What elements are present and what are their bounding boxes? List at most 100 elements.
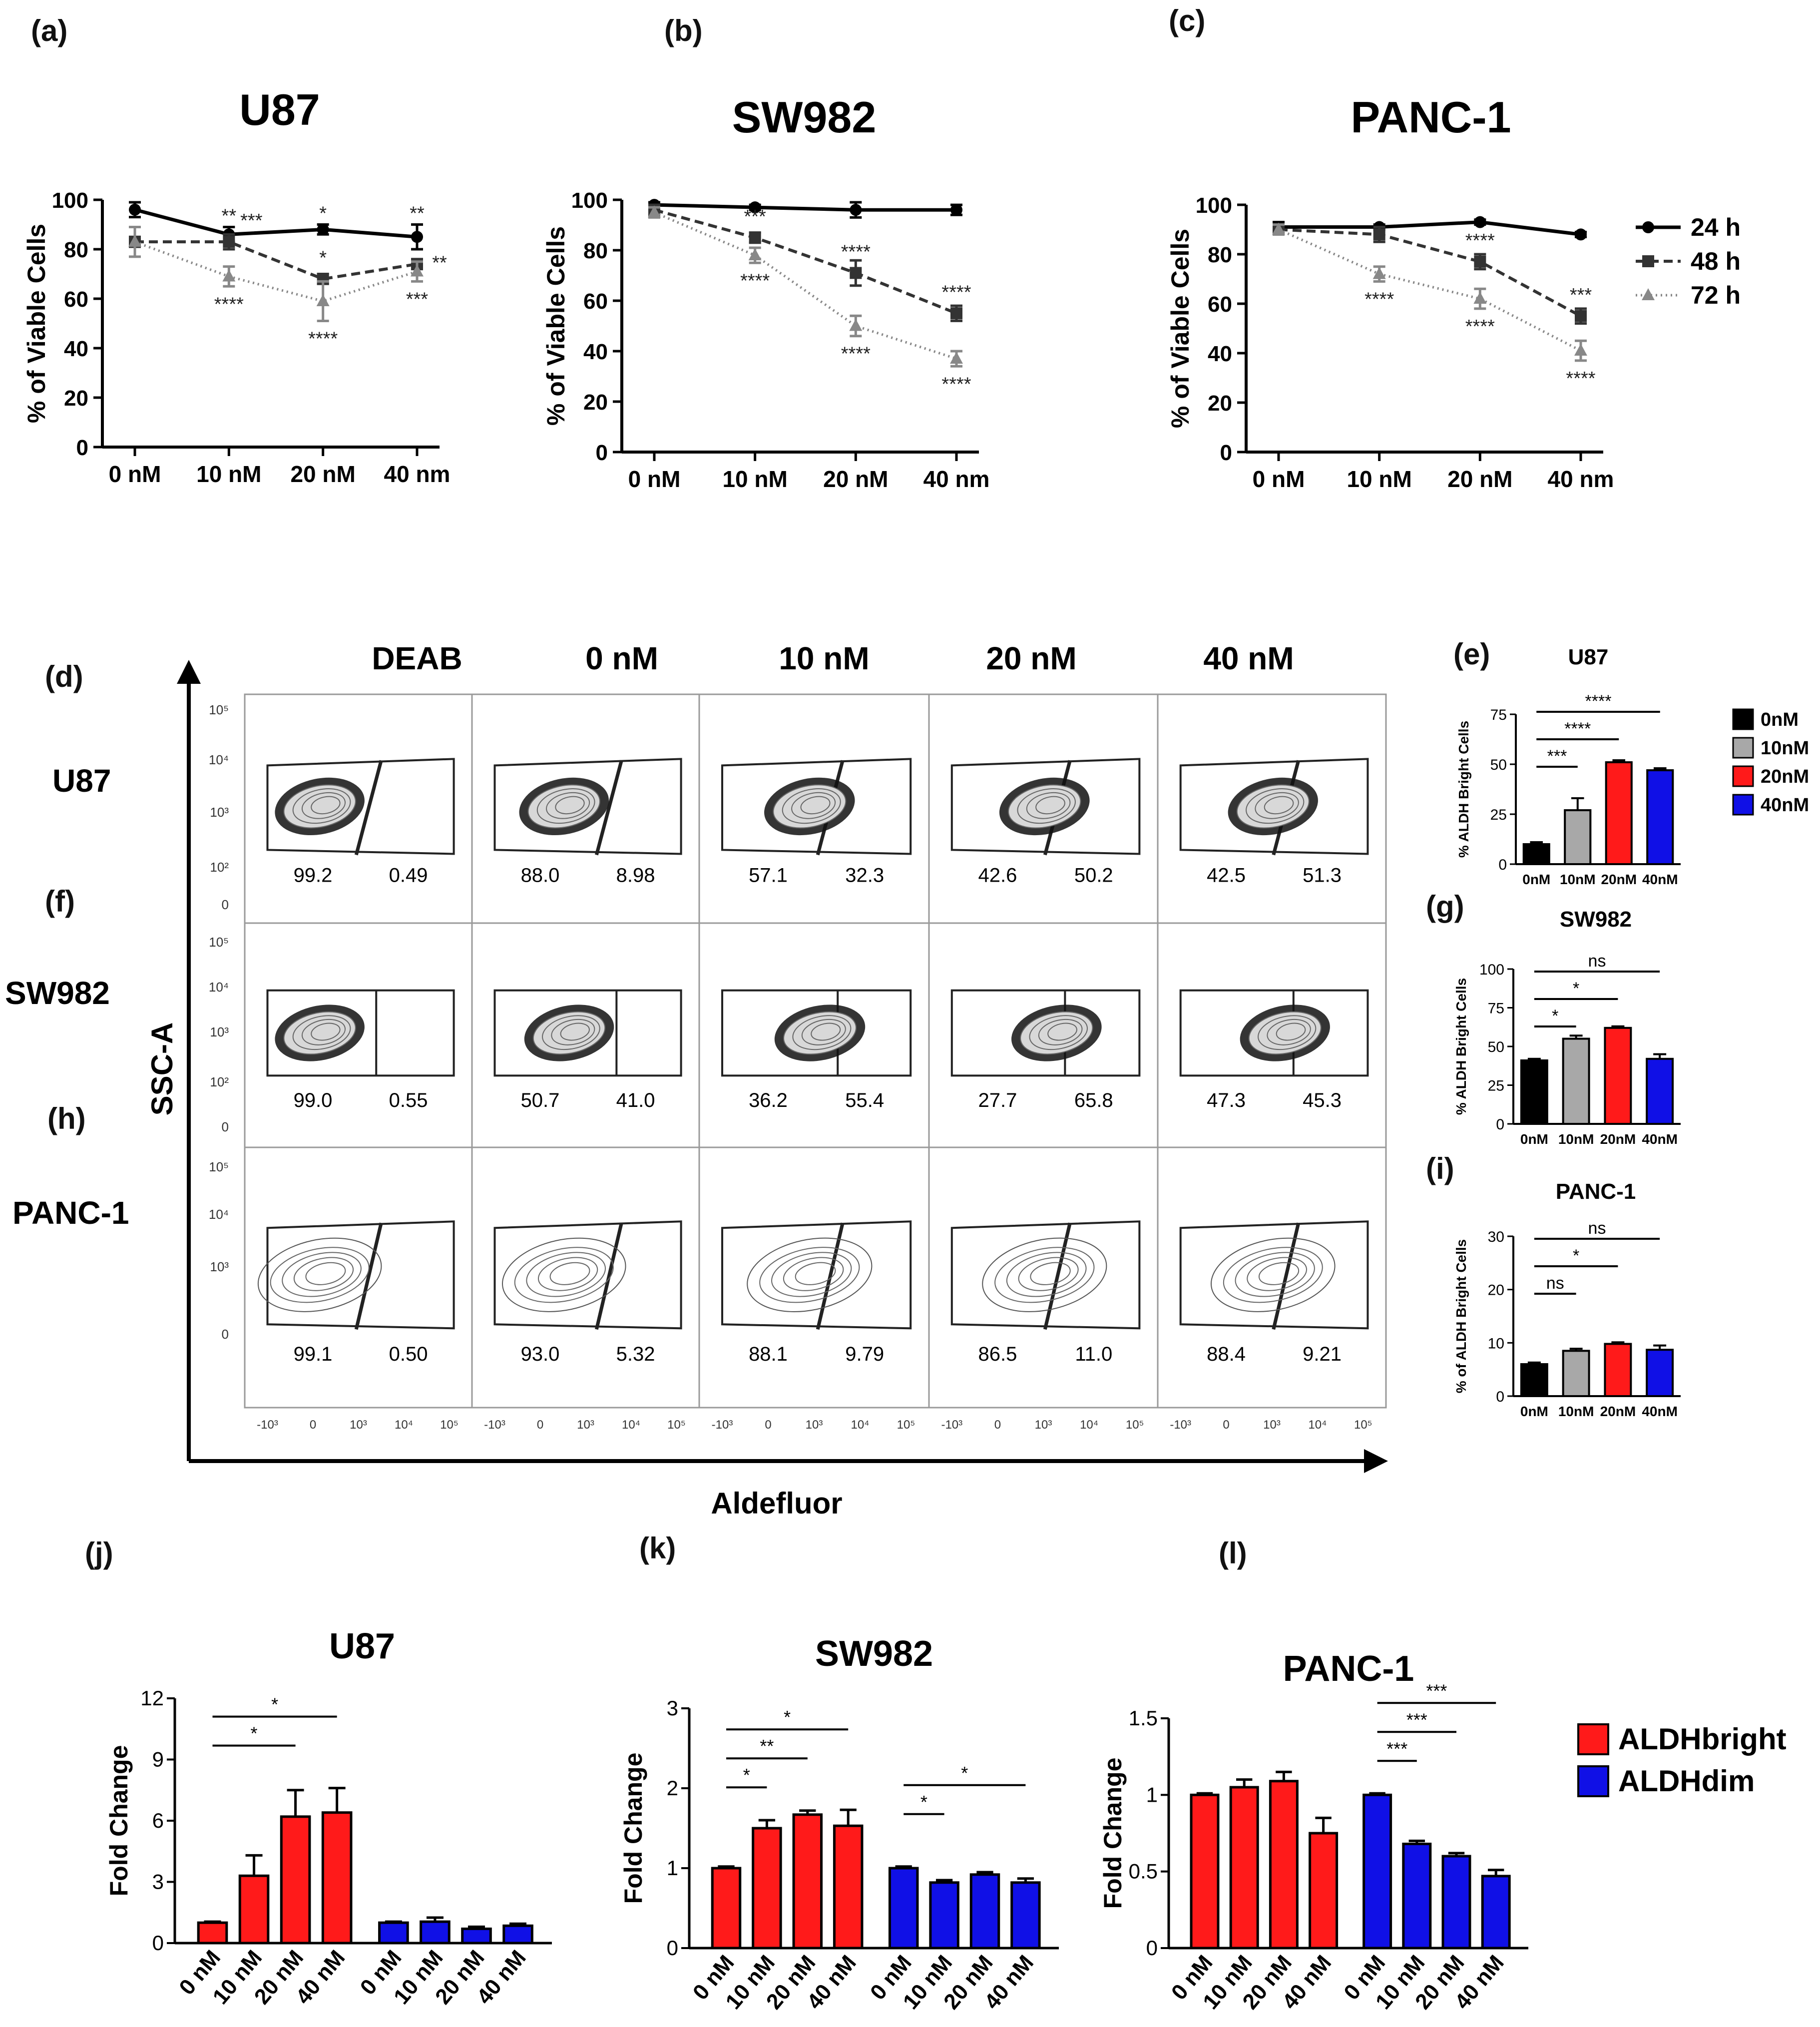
significance-label: *** [1426,1680,1447,1701]
y-tick-label: 3 [667,1696,678,1720]
y-axis-label: % of Viable Cells [1166,229,1194,428]
flow-column-header: DEAB [372,640,462,676]
data-point [1575,228,1587,241]
significance-label: ** [760,1736,774,1756]
density-contour [1006,1252,1087,1297]
y-tick-label: 60 [64,287,88,312]
flow-plot-cell: 36.2 55.4 [698,922,930,1148]
significance-label: * [319,203,327,224]
x-tick-label: 10 nM [722,466,787,492]
legend-item: 40nM [1732,794,1809,816]
chart-title: U87 [1568,645,1609,669]
bar-ALDHdim [1402,1842,1432,1950]
flow-density-plot [524,1005,614,1061]
density-contour [311,1022,341,1041]
gate-box [493,1220,682,1330]
bar-ALDHbright [321,1811,353,1945]
bar [1604,1026,1632,1125]
flow-x-tick: 10⁵ [1354,1418,1372,1432]
data-point [950,204,962,216]
flow-plot-cell: 57.1 32.3 [698,693,930,924]
legend-item-48-h: 48 h [1636,247,1741,275]
significance-label: **** [941,374,971,395]
significance-label: *** [1386,1738,1407,1759]
series-line [1278,228,1582,318]
y-axis-label: Fold Change [619,1753,647,1904]
y-tick-label: 1.5 [1129,1706,1158,1730]
y-tick-label: 20 [1208,391,1232,416]
flow-x-tick: 10³ [350,1418,367,1432]
panel-label-b: (b) [664,14,703,47]
significance-label: * [1573,1246,1579,1265]
line-chart-legend: 24 h 48 h 72 h [1636,213,1741,309]
bar-ALDHdim [378,1921,409,1945]
x-tick-label: 0nM [1520,1404,1548,1419]
panel-label-i: (i) [1426,1152,1454,1185]
x-tick-label: 10nM [1558,1131,1594,1147]
y-tick-label: 0 [76,436,88,460]
gate-split [354,760,383,856]
bar-ALDHbright [752,1827,782,1950]
x-tick-label: 20nM [1600,1131,1636,1147]
y-tick-label: 30 [1488,1229,1504,1245]
chart-title: U87 [239,85,320,134]
legend-swatch-marker [1642,288,1655,300]
gate-box [266,758,455,855]
gate-percent-right: 0.49 [389,865,428,887]
flow-x-tick: 0 [1223,1418,1229,1432]
bar-ALDHdim [1363,1793,1392,1950]
panel-label-f: (f) [45,885,75,918]
data-point [1574,344,1587,356]
legend-label: 40nM [1761,795,1809,816]
chart-title: PANC-1 [1556,1179,1636,1204]
x-tick-label: 20nM [1601,872,1637,887]
flow-density-plot [774,1005,866,1061]
density-contour [1047,1022,1077,1041]
data-point [950,352,963,364]
x-tick-label: 20 nM [290,461,355,487]
flow-x-tick: 10⁵ [1126,1418,1144,1432]
data-point [1473,292,1487,304]
x-tick-label: 40 nm [1548,466,1614,492]
flow-x-tick: 10⁴ [395,1418,413,1432]
y-tick-label: 0.5 [1129,1860,1158,1883]
bar [1520,1059,1548,1125]
gate-percent-right: 8.98 [616,865,655,887]
line-chart-sw982-viability: SW982 0 20 40 60 80 100 0 nM 10 nM 20 nM 40 nm % of… [542,92,989,492]
flow-x-tick: 10⁴ [1308,1418,1327,1432]
flow-x-tick: 10⁵ [440,1418,458,1432]
bar-ALDHbright [792,1813,823,1950]
flow-plot-cell: 42.5 51.3 [1157,693,1387,924]
y-tick-label: 50 [1488,1039,1504,1055]
density-contour [1258,1262,1300,1285]
y-tick-label: 12 [140,1686,164,1710]
bar-chart-panc1-aldh-bright: PANC-1 0 10 20 30 % of ALDH Bright Cells 0nM 10… [1453,1179,1681,1419]
x-tick-label: 10nM [1560,872,1596,887]
flow-plot-cell: 88.4 9.21 -10³ 0 10³ 10⁴ 10⁵ [1157,1146,1387,1432]
data-point [749,201,761,214]
bar [1646,1057,1674,1125]
series-line [134,240,418,303]
density-contour [1264,796,1294,815]
gate-box [266,1220,455,1330]
flow-plot-cell: 99.0 0.55 [244,922,473,1148]
gate-percent-left: 50.7 [521,1089,560,1111]
flow-plot-cell: 99.1 0.50 -10³ 0 10³ 10⁴ 10⁵ [244,1146,473,1432]
bar-ALDHbright [1309,1832,1339,1950]
y-tick-label: 80 [583,239,608,263]
bar-ALDHdim [929,1881,959,1950]
bar-ALDHdim [1441,1855,1471,1950]
y-tick-label: 40 [1208,342,1232,366]
flow-x-tick: 0 [994,1418,1001,1432]
bar-chart-u87-aldh-bright: U87 0 25 50 75 % ALDH Bright Cells 0nM 10nM 20nM… [1456,645,1681,887]
x-tick-label: 0nM [1520,1131,1548,1147]
data-point [950,307,962,320]
significance-label: *** [744,206,766,227]
data-point [222,269,236,282]
x-tick-label: 40nM [1642,872,1678,887]
legend-item-24-h: 24 h [1636,213,1741,241]
line-chart-panc1-viability: PANC-1 0 20 40 60 80 100 0 nM 10 nM 20 nM 40 nm % o… [1166,92,1614,492]
density-outer [747,1237,873,1312]
density-contour [305,1262,346,1285]
density-contour [555,796,585,815]
